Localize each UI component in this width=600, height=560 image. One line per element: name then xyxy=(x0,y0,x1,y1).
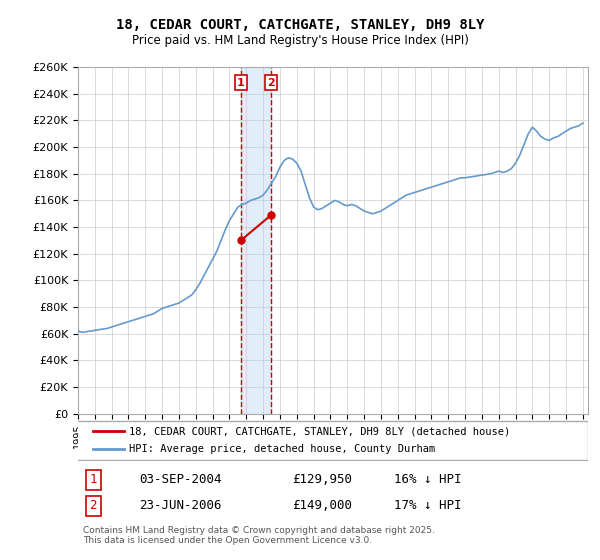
Text: 1: 1 xyxy=(237,78,245,87)
Text: £129,950: £129,950 xyxy=(292,473,352,486)
Text: £149,000: £149,000 xyxy=(292,500,352,512)
Text: 18, CEDAR COURT, CATCHGATE, STANLEY, DH9 8LY: 18, CEDAR COURT, CATCHGATE, STANLEY, DH9… xyxy=(116,18,484,32)
Text: 16% ↓ HPI: 16% ↓ HPI xyxy=(394,473,462,486)
Text: 2: 2 xyxy=(267,78,275,87)
FancyBboxPatch shape xyxy=(73,422,588,460)
Text: 18, CEDAR COURT, CATCHGATE, STANLEY, DH9 8LY (detached house): 18, CEDAR COURT, CATCHGATE, STANLEY, DH9… xyxy=(129,426,510,436)
Bar xyxy=(241,67,271,414)
Text: 03-SEP-2004: 03-SEP-2004 xyxy=(139,473,222,486)
Text: 2: 2 xyxy=(89,500,97,512)
Text: 23-JUN-2006: 23-JUN-2006 xyxy=(139,500,222,512)
Text: Price paid vs. HM Land Registry's House Price Index (HPI): Price paid vs. HM Land Registry's House … xyxy=(131,34,469,47)
Text: 17% ↓ HPI: 17% ↓ HPI xyxy=(394,500,462,512)
Text: Contains HM Land Registry data © Crown copyright and database right 2025.
This d: Contains HM Land Registry data © Crown c… xyxy=(83,526,435,545)
Text: 1: 1 xyxy=(89,473,97,486)
Text: HPI: Average price, detached house, County Durham: HPI: Average price, detached house, Coun… xyxy=(129,444,435,454)
